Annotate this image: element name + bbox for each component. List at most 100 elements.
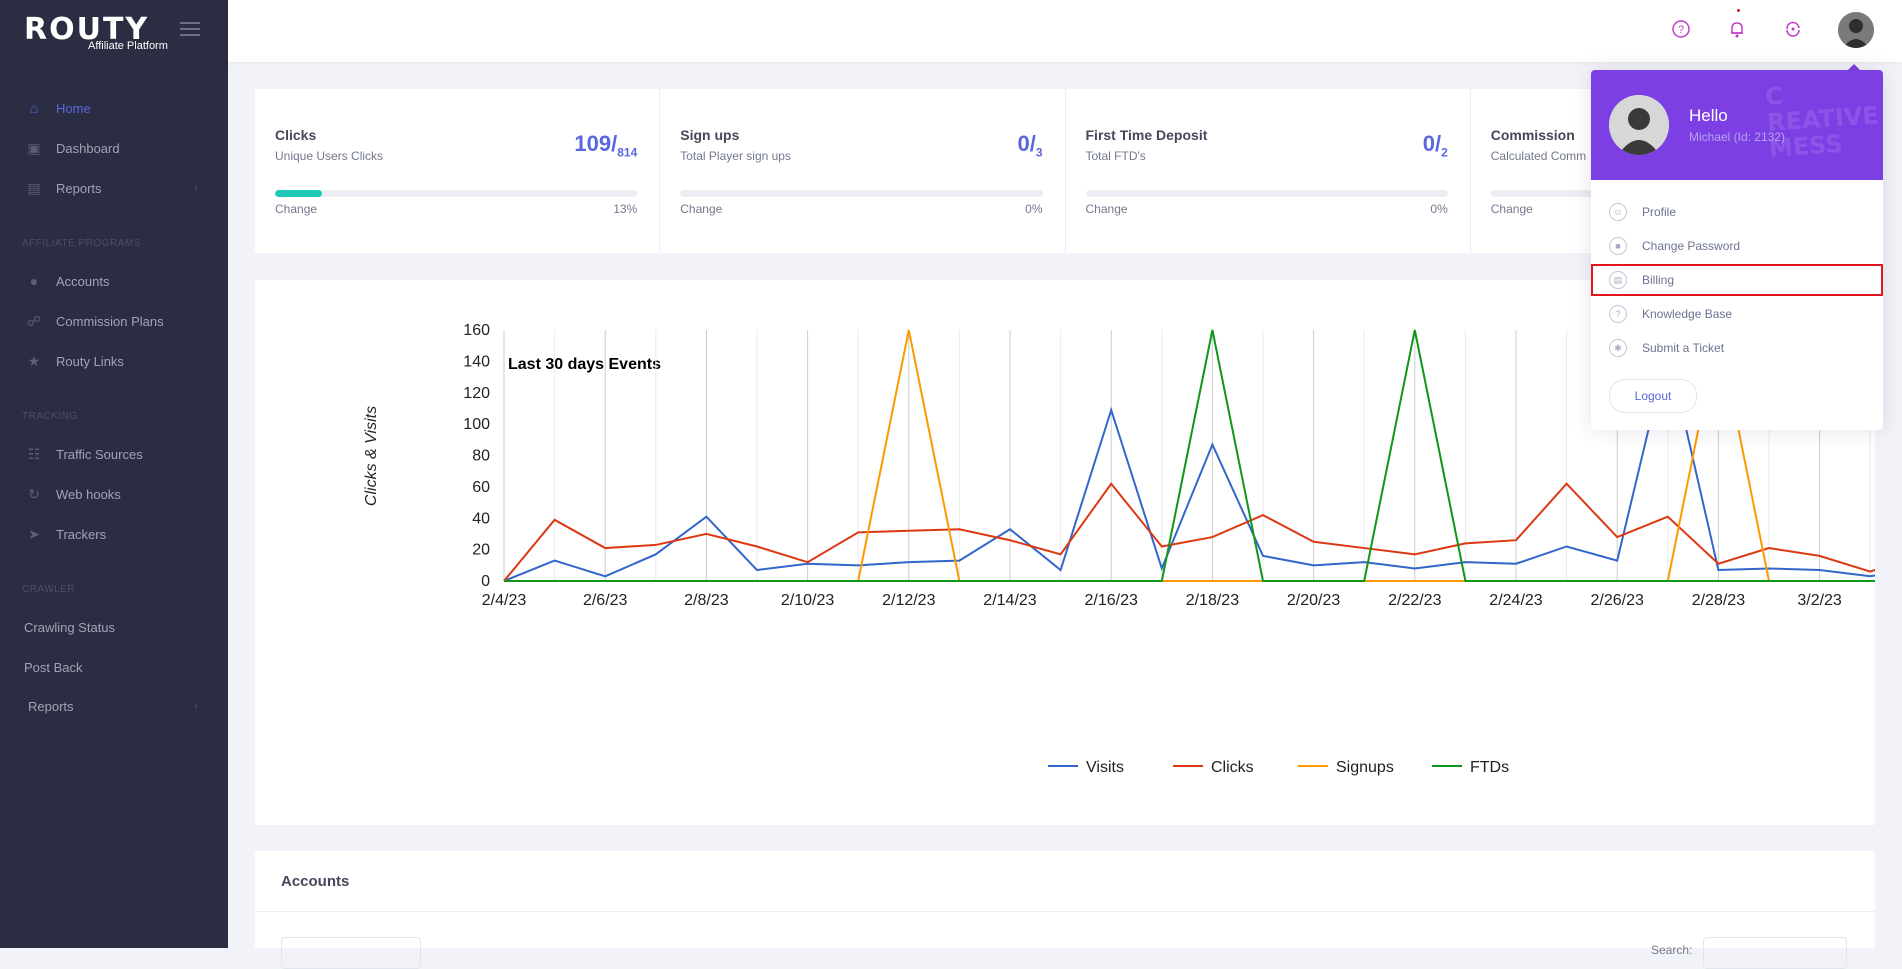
y-tick-label: 40 bbox=[472, 510, 490, 527]
bar-chart-icon: ▤ bbox=[27, 179, 41, 196]
logo-text: ROUTY bbox=[24, 12, 150, 47]
x-tick-label: 2/28/23 bbox=[1692, 592, 1745, 609]
search-input[interactable] bbox=[1703, 937, 1847, 969]
stat-value-num: 109/ bbox=[574, 131, 618, 156]
series-line-clicks bbox=[503, 482, 1875, 582]
sidebar-item-post-back[interactable]: Post Back bbox=[24, 660, 83, 675]
svg-text:?: ? bbox=[1678, 24, 1684, 36]
stat-card-clicks: Clicks Unique Users Clicks 109/814 Chang… bbox=[255, 89, 661, 253]
x-tick-label: 2/20/23 bbox=[1287, 592, 1340, 609]
star-icon: ★ bbox=[27, 352, 41, 369]
sidebar: ROUTY Affiliate Platform ⌂ Home ▣ Dashbo… bbox=[0, 0, 228, 948]
stat-subtitle: Total Player sign ups bbox=[680, 149, 791, 163]
y-axis-label: Clicks & Visits bbox=[363, 406, 380, 506]
y-tick-label: 80 bbox=[472, 448, 490, 465]
x-tick-label: 2/18/23 bbox=[1186, 592, 1239, 609]
stat-progress-fill bbox=[275, 190, 323, 197]
dropdown-header: C REATIVE MESS Hello Michael (Id: 2132) bbox=[1591, 70, 1883, 180]
dashboard-icon: ▣ bbox=[27, 139, 41, 156]
menu-item-profile[interactable]: ☺ Profile bbox=[1591, 196, 1883, 228]
avatar[interactable] bbox=[1838, 12, 1874, 48]
y-tick-label: 140 bbox=[463, 353, 490, 370]
sidebar-item-commission-plans[interactable]: ☍ Commission Plans bbox=[0, 303, 228, 339]
user-circle-icon: ● bbox=[29, 273, 39, 289]
menu-item-label: Profile bbox=[1642, 205, 1677, 219]
help-icon[interactable]: ? bbox=[1670, 18, 1692, 40]
profile-icon: ☺ bbox=[1609, 203, 1627, 221]
user-id: Michael (Id: 2132) bbox=[1689, 130, 1786, 144]
menu-item-billing[interactable]: ▤ Billing bbox=[1591, 264, 1883, 296]
x-tick-label: 2/12/23 bbox=[882, 592, 935, 609]
stat-value: 0/3 bbox=[1017, 131, 1042, 159]
section-crawler: CRAWLER bbox=[22, 584, 76, 595]
stat-card-signups: Sign ups Total Player sign ups 0/3 Chang… bbox=[660, 89, 1066, 253]
sidebar-item-web-hooks[interactable]: ↻ Web hooks bbox=[0, 476, 228, 512]
sidebar-item-label: Reports bbox=[56, 180, 102, 196]
sidebar-item-reports[interactable]: ▤ Reports › bbox=[0, 170, 228, 206]
logo[interactable]: ROUTY Affiliate Platform bbox=[24, 10, 214, 56]
bug-icon: ✱ bbox=[1609, 339, 1627, 357]
sidebar-item-dashboard[interactable]: ▣ Dashboard bbox=[0, 130, 228, 166]
page-length-select[interactable] bbox=[281, 937, 421, 969]
divider bbox=[255, 911, 1875, 912]
sidebar-item-traffic-sources[interactable]: ☷ Traffic Sources bbox=[0, 436, 228, 472]
billing-icon: ▤ bbox=[1609, 271, 1627, 289]
sidebar-item-crawler-reports[interactable]: Reports › bbox=[0, 688, 228, 724]
sidebar-item-label: Home bbox=[56, 100, 91, 116]
search-label: Search: bbox=[1651, 943, 1693, 957]
dropdown-pointer bbox=[1846, 64, 1862, 72]
menu-item-label: Knowledge Base bbox=[1642, 307, 1733, 321]
stat-value: 0/2 bbox=[1423, 131, 1448, 159]
menu-item-submit-ticket[interactable]: ✱ Submit a Ticket bbox=[1591, 332, 1883, 364]
stat-subtitle: Unique Users Clicks bbox=[275, 149, 384, 163]
stat-change-pct: 13% bbox=[613, 202, 638, 216]
sidebar-item-label: Traffic Sources bbox=[56, 446, 143, 462]
menu-item-label: Change Password bbox=[1642, 239, 1741, 253]
x-tick-label: 2/22/23 bbox=[1388, 592, 1441, 609]
logout-button[interactable]: Logout bbox=[1609, 379, 1697, 413]
y-tick-label: 60 bbox=[472, 479, 490, 496]
chart-title: Last 30 days Events bbox=[508, 356, 661, 373]
traffic-icon: ☷ bbox=[27, 445, 41, 462]
sidebar-item-label: Routy Links bbox=[56, 353, 124, 369]
stat-value: 109/814 bbox=[574, 131, 637, 159]
sidebar-item-routy-links[interactable]: ★ Routy Links bbox=[0, 343, 228, 379]
y-tick-label: 20 bbox=[472, 542, 490, 559]
x-tick-label: 2/26/23 bbox=[1591, 592, 1644, 609]
sidebar-item-accounts[interactable]: ● Accounts bbox=[0, 263, 228, 299]
sidebar-item-crawling-status[interactable]: Crawling Status bbox=[24, 620, 116, 635]
y-tick-label: 120 bbox=[463, 385, 490, 402]
sidebar-item-label: Dashboard bbox=[56, 140, 120, 156]
stat-change-pct: 0% bbox=[1025, 202, 1043, 216]
section-affiliate-programs: AFFILIATE PROGRAMS bbox=[22, 238, 141, 249]
x-tick-label: 2/4/23 bbox=[482, 592, 527, 609]
legend-label: FTDs bbox=[1470, 759, 1509, 776]
menu-item-change-password[interactable]: ■ Change Password bbox=[1591, 230, 1883, 262]
x-tick-label: 3/2/23 bbox=[1797, 592, 1842, 609]
x-tick-label: 2/10/23 bbox=[781, 592, 834, 609]
sync-icon[interactable] bbox=[1782, 18, 1804, 40]
greeting: Hello bbox=[1689, 106, 1728, 125]
stat-value-den: 2 bbox=[1441, 145, 1448, 160]
section-tracking: TRACKING bbox=[22, 411, 78, 422]
home-icon: ⌂ bbox=[29, 100, 39, 116]
stat-change-label: Change bbox=[1085, 202, 1128, 216]
legend-label: Signups bbox=[1336, 759, 1394, 776]
stat-value-den: 814 bbox=[617, 145, 638, 160]
stat-title: First Time Deposit bbox=[1085, 127, 1208, 143]
sidebar-item-label: Trackers bbox=[56, 526, 107, 542]
stat-value-num: 0/ bbox=[1422, 131, 1442, 156]
chevron-right-icon: › bbox=[194, 182, 198, 194]
menu-toggle-icon[interactable] bbox=[180, 22, 200, 40]
stat-change-label: Change bbox=[275, 202, 318, 216]
y-tick-label: 100 bbox=[463, 416, 490, 433]
menu-item-knowledge-base[interactable]: ? Knowledge Base bbox=[1591, 298, 1883, 330]
help-circle-icon: ? bbox=[1609, 305, 1627, 323]
series-line-ftds bbox=[504, 329, 1875, 582]
sidebar-item-trackers[interactable]: ➤ Trackers bbox=[0, 516, 228, 552]
accounts-card: Accounts Search: bbox=[255, 851, 1875, 969]
sidebar-item-label: Web hooks bbox=[56, 486, 121, 502]
sidebar-item-home[interactable]: ⌂ Home bbox=[0, 90, 228, 126]
bell-icon[interactable] bbox=[1726, 18, 1748, 40]
menu-item-label: Submit a Ticket bbox=[1642, 341, 1725, 355]
